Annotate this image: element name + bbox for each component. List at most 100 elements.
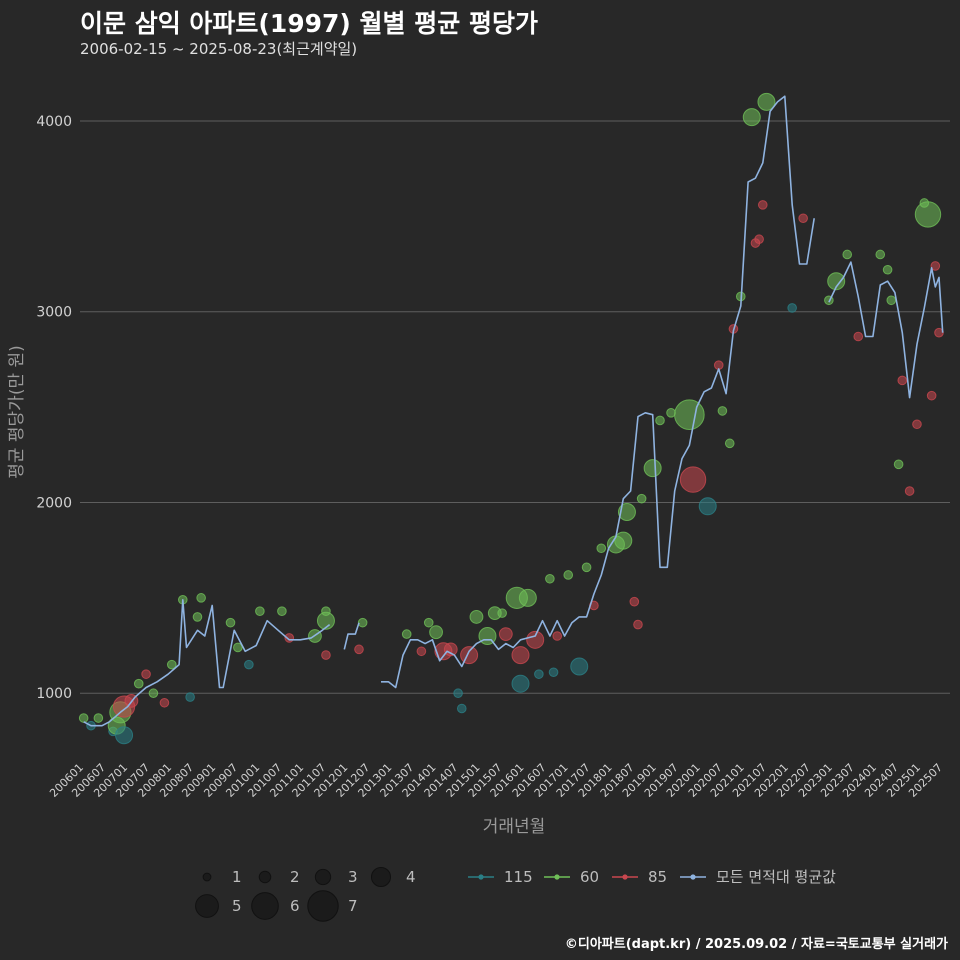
point-85 (416, 646, 427, 657)
point-85 (798, 213, 808, 224)
point-60 (827, 272, 846, 291)
point-115 (185, 692, 195, 702)
color-legend-label: 115 (504, 868, 533, 886)
point-85 (460, 646, 479, 665)
color-legend-dot (690, 874, 696, 880)
point-60 (596, 543, 607, 554)
size-legend: 1 2 3 4 5 6 7 (195, 866, 416, 922)
size-legend-key (314, 868, 332, 886)
point-60 (545, 573, 555, 584)
avg-line-segment (828, 261, 944, 399)
point-115 (534, 669, 544, 679)
point-85 (897, 375, 908, 386)
point-85 (354, 644, 364, 655)
point-60 (563, 570, 574, 580)
point-85 (633, 619, 643, 630)
source-caption: ©디아파트(dapt.kr) / 2025.09.02 / 자료=국토교통부 실… (564, 937, 948, 952)
point-85 (679, 466, 707, 493)
point-85 (904, 486, 915, 496)
point-60 (166, 659, 177, 670)
chart-title: 이문 삼익 아파트(1997) 월별 평균 평당가 (80, 9, 538, 38)
point-60 (886, 295, 897, 306)
point-85 (159, 697, 170, 708)
point-60 (469, 610, 484, 624)
size-legend-key (370, 866, 392, 888)
size-legend-key (258, 870, 272, 884)
y-axis: 1000 2000 3000 4000 (36, 114, 72, 702)
point-60 (423, 617, 434, 628)
point-60 (133, 678, 144, 689)
point-60 (196, 593, 206, 603)
avg-line-segment (343, 622, 360, 650)
point-115 (787, 303, 797, 313)
point-85 (498, 627, 513, 641)
size-legend-key (195, 894, 219, 918)
point-85 (141, 669, 151, 679)
point-60 (717, 406, 728, 416)
point-60 (429, 625, 443, 640)
size-legend-key (307, 890, 339, 922)
point-85 (926, 390, 937, 401)
point-115 (511, 674, 530, 693)
point-60 (277, 606, 287, 617)
point-60 (875, 249, 886, 260)
points-layer (78, 92, 944, 745)
color-legend-dot (478, 874, 484, 880)
color-legend: 115 60 85 모든 면적대 평균값 (468, 868, 836, 886)
avg-line-segment (381, 95, 815, 689)
point-85 (321, 650, 331, 660)
point-60 (225, 617, 236, 628)
y-tick-label: 4000 (36, 114, 72, 130)
y-tick-label: 3000 (36, 305, 72, 321)
point-60 (192, 612, 203, 622)
size-legend-label: 6 (290, 897, 300, 915)
point-60 (78, 713, 89, 723)
x-axis-title: 거래년월 (483, 817, 546, 837)
y-tick-label: 1000 (36, 686, 72, 702)
avg-line-layer (83, 95, 944, 727)
color-legend-label: 85 (648, 868, 667, 886)
point-85 (552, 631, 563, 641)
point-85 (757, 200, 768, 210)
point-85 (912, 419, 922, 430)
x-axis: 2006012006072007012007072008012008072009… (47, 761, 945, 800)
point-60 (643, 459, 662, 478)
point-85 (443, 642, 458, 657)
point-60 (666, 408, 676, 418)
point-60 (233, 642, 243, 653)
point-85 (853, 331, 864, 342)
point-115 (456, 703, 467, 714)
point-60 (148, 688, 159, 699)
point-85 (934, 327, 944, 338)
point-85 (754, 234, 764, 245)
point-85 (629, 596, 640, 607)
point-60 (518, 588, 537, 607)
point-60 (636, 493, 647, 504)
size-legend-key (251, 892, 279, 920)
point-60 (882, 264, 893, 275)
point-60 (614, 531, 633, 550)
color-legend-dot (554, 874, 560, 880)
point-60 (321, 606, 331, 617)
point-60 (581, 562, 592, 573)
color-legend-label: 60 (580, 868, 599, 886)
point-85 (526, 630, 545, 649)
point-60 (842, 249, 853, 260)
size-legend-label: 4 (406, 868, 416, 886)
point-60 (93, 713, 104, 723)
color-legend-label: 모든 면적대 평균값 (716, 868, 836, 886)
point-60 (497, 608, 507, 618)
chart-subtitle: 2006-02-15 ~ 2025-08-23(최근계약일) (80, 40, 358, 58)
point-115 (115, 726, 134, 745)
point-60 (893, 459, 904, 470)
y-tick-label: 2000 (36, 495, 72, 511)
point-115 (570, 657, 589, 676)
color-legend-dot (622, 874, 628, 880)
point-115 (548, 667, 559, 678)
point-115 (453, 688, 463, 699)
size-legend-label: 7 (348, 897, 358, 915)
grid (80, 120, 950, 694)
point-60 (401, 629, 412, 639)
point-60 (724, 438, 735, 449)
